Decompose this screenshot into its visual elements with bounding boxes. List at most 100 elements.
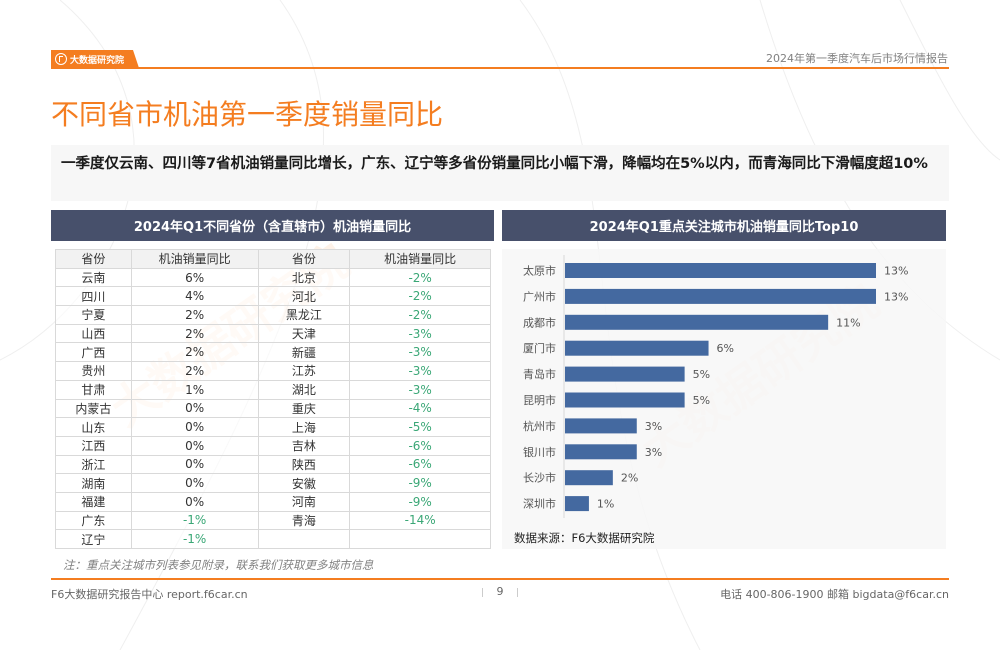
province-cell: 北京 [257,267,351,288]
category-label: 厦门市 [523,341,556,355]
province-cell: 江苏 [257,361,351,381]
yoy-cell: 2% [130,361,259,381]
column-header: 省份 [55,249,132,269]
bar [565,314,829,330]
table-row: 四川 4% 河北 -2% [55,286,491,307]
column-header: 省份 [257,249,351,269]
table-row: 福建 0% 河南 -9% [55,491,491,512]
province-cell: 湖南 [55,473,132,493]
table-row: 广东 -1% 青海 -14% [55,510,491,531]
yoy-cell: 0% [130,417,259,437]
yoy-cell: -1% [130,529,259,549]
province-cell: 云南 [55,267,132,288]
yoy-cell: 1% [130,379,259,400]
yoy-cell: -9% [349,473,491,493]
header-divider [51,67,949,69]
yoy-cell: 4% [130,286,259,307]
footnote: 注：重点关注城市列表参见附录，联系我们获取更多城市信息 [63,558,374,572]
bar [565,470,613,486]
province-cell: 广西 [55,342,132,363]
yoy-cell: -3% [349,361,491,381]
bar [565,444,637,460]
yoy-cell: 6% [130,267,259,288]
province-cell: 吉林 [257,435,351,456]
yoy-cell [349,529,491,549]
report-title: 2024年第一季度汽车后市场行情报告 [766,52,948,65]
summary-box: 一季度仅云南、四川等7省机油销量同比增长，广东、辽宁等多省份销量同比小幅下滑，降… [51,145,949,201]
table-row: 云南 6% 北京 -2% [55,267,491,288]
yoy-cell: 0% [130,398,259,419]
yoy-cell: 0% [130,435,259,456]
yoy-cell: 0% [130,454,259,475]
province-cell: 山东 [55,417,132,437]
yoy-cell: -2% [349,305,491,325]
yoy-cell: -3% [349,379,491,400]
bar [565,263,876,278]
category-label: 长沙市 [523,471,556,485]
table-row: 浙江 0% 陕西 -6% [55,454,491,475]
page-title: 不同省市机油第一季度销量同比 [51,98,444,131]
province-cell: 浙江 [55,454,132,475]
brand-logo: 大数据研究院 [51,50,139,68]
province-cell: 湖北 [257,379,351,400]
bar [565,288,876,304]
logo-text: 大数据研究院 [70,55,125,66]
yoy-cell: -5% [349,417,491,437]
column-header: 机油销量同比 [130,249,259,269]
data-source: 数据来源：F6大数据研究院 [514,531,655,545]
category-label: 杭州市 [523,419,556,433]
yoy-cell: -4% [349,398,491,419]
province-cell: 宁夏 [55,305,132,325]
column-header: 机油销量同比 [349,249,491,269]
table-row: 内蒙古 0% 重庆 -4% [55,398,491,419]
category-label: 广州市 [523,289,556,303]
province-cell: 贵州 [55,361,132,381]
yoy-cell: -6% [349,435,491,456]
yoy-cell: -3% [349,323,491,344]
province-cell: 广东 [55,510,132,531]
category-label: 深圳市 [523,497,556,511]
f6-logo-icon [55,53,67,65]
table-row: 湖南 0% 安徽 -9% [55,473,491,493]
category-label: 青岛市 [523,367,556,381]
category-label: 成都市 [523,315,556,329]
yoy-cell: 2% [130,342,259,363]
category-label: 银川市 [523,445,556,459]
yoy-cell: -1% [130,510,259,531]
province-table: 省份 机油销量同比 省份 机油销量同比 云南 6% 北京 -2% 四川 4% 河北 -2% 宁夏… [55,249,491,549]
data-label: 6% [717,342,734,355]
data-label: 11% [836,316,860,329]
data-label: 1% [597,498,614,511]
bar [565,496,589,512]
province-cell: 福建 [55,491,132,512]
province-cell: 河北 [257,286,351,307]
footer-contact: 电话 400-806-1900 邮箱 bigdata@f6car.cn [720,588,949,601]
city-chart-title: 2024年Q1重点关注城市机油销量同比Top10 [502,210,946,241]
bar [565,340,709,356]
province-cell: 天津 [257,323,351,344]
yoy-cell: -9% [349,491,491,512]
province-cell [257,529,351,549]
bar-chart-svg: 太原市 13% 广州市 13% 成都市 11% 厦门市 6% 青岛市 5% 昆明市 5% 杭州市 3% 银川… [523,255,908,518]
province-cell: 上海 [257,417,351,437]
bar [565,366,685,382]
province-table-title: 2024年Q1不同省份（含直辖市）机油销量同比 [51,210,494,241]
province-cell: 青海 [257,510,351,531]
province-cell: 辽宁 [55,529,132,549]
city-bar-chart: 太原市 13% 广州市 13% 成都市 11% 厦门市 6% 青岛市 5% 昆明市 5% 杭州市 3% 银川… [502,249,946,549]
page-number: 9 [480,585,520,598]
province-cell: 陕西 [257,454,351,475]
data-label: 3% [645,420,662,433]
category-label: 太原市 [523,264,556,278]
yoy-cell: 2% [130,305,259,325]
table-row: 山西 2% 天津 -3% [55,323,491,344]
table-row: 山东 0% 上海 -5% [55,417,491,437]
province-cell: 内蒙古 [55,398,132,419]
yoy-cell: 0% [130,491,259,512]
data-label: 13% [884,290,908,303]
data-label: 13% [884,265,908,278]
province-cell: 安徽 [257,473,351,493]
data-label: 2% [621,472,638,485]
footer-site: F6大数据研究报告中心 report.f6car.cn [51,588,248,601]
data-label: 3% [645,446,662,459]
